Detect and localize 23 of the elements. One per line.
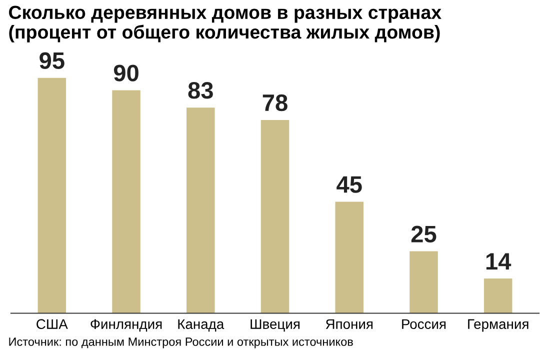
data-label: 83 <box>188 82 213 99</box>
text: Источник: по данным Минстроя России и открытых источников <box>9 338 353 348</box>
bar <box>260 120 290 314</box>
data-label: 78 <box>262 94 288 112</box>
x-tick-label: Финляндия <box>90 319 162 332</box>
data-label: 14 <box>486 253 512 270</box>
bar <box>112 90 140 314</box>
bar <box>484 278 512 314</box>
x-tick-label: США <box>36 319 68 330</box>
bar <box>186 108 215 314</box>
x-tick-label: Япония <box>326 319 373 330</box>
bar <box>410 251 438 314</box>
data-label: 25 <box>411 226 436 242</box>
x-tick-label: Германия <box>468 319 528 332</box>
data-label: 45 <box>336 176 362 193</box>
data-label: 90 <box>114 64 138 82</box>
x-tick-label: Россия <box>402 319 446 330</box>
bar <box>335 202 364 314</box>
data-label: 95 <box>40 52 64 70</box>
x-tick-label: Канада <box>178 319 224 332</box>
x-tick-label: Швеция <box>250 319 300 332</box>
chart-title: Сколько деревянных домов в разных странах (процент от общего количества жилых домов) <box>9 6 442 42</box>
bar <box>38 78 66 314</box>
